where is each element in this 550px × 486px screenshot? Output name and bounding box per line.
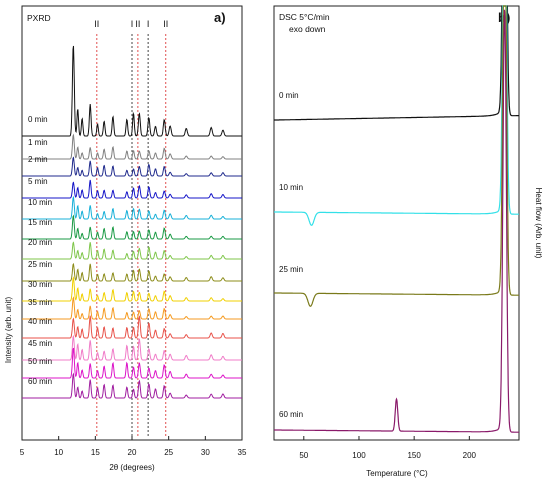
pxrd-pattern-15-min	[22, 214, 242, 240]
pxrd-label-50-min: 50 min	[28, 357, 52, 366]
pxrd-pattern-10-min	[22, 195, 242, 220]
pxrd-label-40-min: 40 min	[28, 317, 52, 326]
pxrd-pattern-35-min	[22, 296, 242, 320]
pxrd-pattern-0-min	[22, 45, 242, 137]
pxrd-label-1-min: 1 min	[28, 138, 48, 147]
pxrd-pattern-50-min	[22, 347, 242, 379]
pxrd-pattern-5-min	[22, 179, 242, 199]
dsc-label-10-min: 10 min	[279, 183, 303, 192]
pxrd-label-2-min: 2 min	[28, 155, 48, 164]
dsc-tick-label: 200	[463, 451, 477, 460]
pxrd-label-20-min: 20 min	[28, 238, 52, 247]
pxrd-pattern-40-min	[22, 315, 242, 339]
pxrd-pattern-30-min	[22, 276, 242, 302]
pxrd-pattern-45-min	[22, 334, 242, 361]
dsc-label-60-min: 60 min	[279, 410, 303, 419]
dsc-x-axis-label: Temperature (°C)	[366, 469, 428, 478]
pxrd-label-30-min: 30 min	[28, 280, 52, 289]
pxrd-patterns	[22, 45, 242, 399]
pxrd-label-25-min: 25 min	[28, 260, 52, 269]
dsc-subtitle: exo down	[289, 24, 326, 34]
pxrd-tick-label: 5	[20, 448, 25, 457]
pxrd-label-15-min: 15 min	[28, 218, 52, 227]
pxrd-pattern-2-min	[22, 156, 242, 177]
pxrd-label-60-min: 60 min	[28, 377, 52, 386]
dsc-x-ticks: 50 100 150 200	[299, 436, 477, 460]
pxrd-y-axis-label: Intensity (arb. unit)	[4, 297, 13, 364]
pxrd-label-5-min: 5 min	[28, 177, 48, 186]
pxrd-panel-label: a)	[214, 10, 226, 25]
dsc-curve-60-min	[274, 9, 519, 433]
pxrd-time-labels: 0 min 1 min 2 min 5 min 10 min 15 min 20 min 25…	[28, 115, 52, 386]
pxrd-label-10-min: 10 min	[28, 198, 52, 207]
pxrd-pattern-20-min	[22, 241, 242, 260]
phase-marker-label: I	[131, 19, 134, 29]
phase-marker-label: II	[135, 19, 140, 29]
dsc-tick-label: 50	[299, 451, 308, 460]
pxrd-label-45-min: 45 min	[28, 339, 52, 348]
pxrd-label-0-min: 0 min	[28, 115, 48, 124]
pxrd-tick-label: 20	[128, 448, 137, 457]
phase-marker-label: II	[163, 19, 168, 29]
dsc-y-axis-label: Heat flow (Arb. unit)	[534, 188, 543, 259]
dsc-title: DSC 5°C/min	[279, 12, 330, 22]
dsc-curves	[274, 5, 519, 433]
dsc-label-25-min: 25 min	[279, 265, 303, 274]
pxrd-label-35-min: 35 min	[28, 298, 52, 307]
dsc-tick-label: 150	[407, 451, 421, 460]
dsc-plot-frame	[273, 5, 520, 441]
dsc-curve-0-min	[274, 5, 519, 121]
pxrd-tick-label: 10	[54, 448, 63, 457]
pxrd-title: PXRD	[27, 13, 51, 23]
dsc-curve-25-min	[274, 5, 519, 307]
phase-marker-label: I	[147, 19, 150, 29]
phase-marker-label: II	[94, 19, 99, 29]
dsc-time-labels: 0 min 10 min 25 min 60 min	[279, 91, 303, 419]
pxrd-pattern-1-min	[22, 133, 242, 160]
pxrd-tick-label: 35	[238, 448, 247, 457]
pxrd-x-ticks: 5 10 15 20 25 30 35	[20, 436, 247, 457]
pxrd-tick-label: 15	[91, 448, 100, 457]
dsc-label-0-min: 0 min	[279, 91, 299, 100]
pxrd-pattern-25-min	[22, 262, 242, 282]
pxrd-tick-label: 25	[164, 448, 173, 457]
dsc-curve-10-min	[274, 5, 519, 226]
pxrd-x-axis-label: 2θ (degrees)	[109, 463, 155, 472]
pxrd-tick-label: 30	[201, 448, 210, 457]
pxrd-pattern-60-min	[22, 372, 242, 399]
dsc-tick-label: 100	[352, 451, 366, 460]
